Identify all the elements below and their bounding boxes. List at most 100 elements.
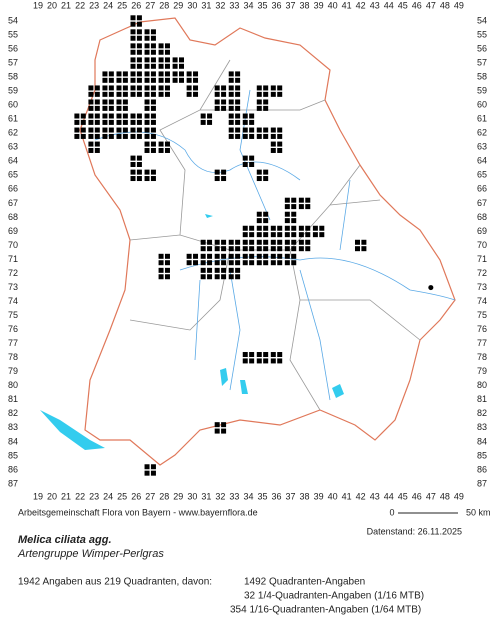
row-label: 59 bbox=[477, 86, 487, 96]
occurrence-square bbox=[150, 113, 156, 119]
column-label: 25 bbox=[117, 0, 127, 10]
column-label: 42 bbox=[356, 491, 366, 501]
column-label: 26 bbox=[131, 491, 141, 501]
occurrence-square bbox=[116, 91, 122, 97]
occurrence-square bbox=[249, 127, 255, 133]
occurrence-square bbox=[207, 260, 213, 266]
occurrence-square bbox=[242, 113, 248, 119]
occurrence-square bbox=[235, 133, 241, 139]
occurrence-square bbox=[193, 85, 199, 91]
occurrence-square bbox=[256, 246, 262, 252]
occurrence-square bbox=[207, 267, 213, 273]
row-label: 63 bbox=[8, 142, 18, 152]
row-label: 85 bbox=[8, 450, 18, 460]
occurrence-square bbox=[144, 141, 150, 147]
occurrence-square bbox=[270, 358, 276, 364]
column-label: 34 bbox=[243, 491, 253, 501]
occurrence-square bbox=[150, 57, 156, 63]
occurrence-square bbox=[158, 91, 164, 97]
occurrence-square bbox=[235, 91, 241, 97]
row-label: 79 bbox=[477, 366, 487, 376]
occurrence-square bbox=[256, 91, 262, 97]
occurrence-square bbox=[249, 253, 255, 259]
row-label: 78 bbox=[477, 352, 487, 362]
occurrence-square bbox=[256, 239, 262, 245]
occurrence-square bbox=[80, 127, 86, 133]
occurrence-square bbox=[136, 35, 142, 41]
occurrence-square bbox=[130, 162, 136, 167]
row-label: 78 bbox=[8, 352, 18, 362]
occurrence-square bbox=[164, 141, 170, 147]
occurrence-square bbox=[122, 99, 128, 105]
occurrence-square bbox=[207, 253, 213, 259]
column-label: 42 bbox=[356, 0, 366, 10]
occurrence-square bbox=[193, 77, 199, 83]
column-label: 35 bbox=[257, 491, 267, 501]
occurrence-square bbox=[256, 176, 262, 182]
occurrence-square bbox=[94, 133, 100, 139]
occurrence-square bbox=[193, 260, 199, 266]
occurrence-square bbox=[214, 91, 220, 97]
row-label: 62 bbox=[477, 128, 487, 138]
occurrence-square bbox=[256, 211, 262, 217]
occurrence-square bbox=[284, 239, 290, 245]
row-label: 73 bbox=[8, 282, 18, 292]
row-label: 87 bbox=[477, 478, 487, 488]
occurrence-square bbox=[207, 113, 213, 119]
occurrence-square bbox=[186, 77, 192, 83]
occurrence-square bbox=[221, 422, 227, 428]
occurrence-square bbox=[235, 119, 241, 125]
occurrence-square bbox=[284, 197, 290, 203]
column-label: 39 bbox=[314, 0, 324, 10]
occurrence-square bbox=[130, 35, 136, 41]
column-label: 30 bbox=[187, 0, 197, 10]
occurrence-square bbox=[263, 239, 269, 245]
occurrence-square bbox=[319, 232, 325, 238]
occurrence-square bbox=[136, 77, 142, 83]
column-label: 26 bbox=[131, 0, 141, 10]
occurrence-square bbox=[277, 260, 283, 266]
occurrence-square bbox=[228, 113, 234, 119]
occurrence-square bbox=[88, 105, 94, 111]
occurrence-square bbox=[172, 57, 178, 63]
occurrence-square bbox=[270, 147, 276, 153]
occurrence-square bbox=[150, 464, 156, 470]
column-label: 39 bbox=[314, 491, 324, 501]
row-label: 75 bbox=[8, 310, 18, 320]
scale-end: 50 km bbox=[466, 507, 491, 517]
occurrence-square bbox=[74, 127, 80, 133]
row-label: 87 bbox=[8, 478, 18, 488]
row-label: 56 bbox=[8, 43, 18, 53]
occurrence-square bbox=[158, 274, 164, 280]
occurrence-square bbox=[130, 113, 136, 119]
column-label: 21 bbox=[61, 491, 71, 501]
occurrence-square bbox=[150, 49, 156, 55]
occurrence-square bbox=[263, 352, 269, 358]
occurrence-square bbox=[136, 15, 142, 21]
occurrence-square bbox=[354, 239, 360, 245]
occurrence-square bbox=[263, 176, 269, 182]
column-label: 31 bbox=[201, 0, 211, 10]
occurrence-square bbox=[102, 77, 108, 83]
occurrence-square bbox=[80, 133, 86, 139]
occurrence-square bbox=[186, 71, 192, 77]
row-label: 65 bbox=[477, 170, 487, 180]
occurrence-square bbox=[242, 239, 248, 245]
column-label: 21 bbox=[61, 0, 71, 10]
row-label: 80 bbox=[8, 380, 18, 390]
occurrence-square bbox=[88, 141, 94, 147]
row-label: 75 bbox=[477, 310, 487, 320]
row-label: 73 bbox=[477, 282, 487, 292]
occurrence-square bbox=[291, 232, 297, 238]
occurrence-square bbox=[200, 274, 206, 280]
occurrence-square bbox=[291, 239, 297, 245]
occurrence-dot bbox=[428, 285, 434, 291]
occurrence-square bbox=[249, 113, 255, 119]
occurrence-square bbox=[164, 77, 170, 83]
occurrence-square bbox=[263, 246, 269, 252]
occurrence-square bbox=[94, 99, 100, 105]
occurrence-square bbox=[207, 119, 213, 125]
occurrence-square bbox=[263, 105, 269, 111]
column-label: 35 bbox=[257, 0, 267, 10]
row-label: 58 bbox=[8, 71, 18, 81]
